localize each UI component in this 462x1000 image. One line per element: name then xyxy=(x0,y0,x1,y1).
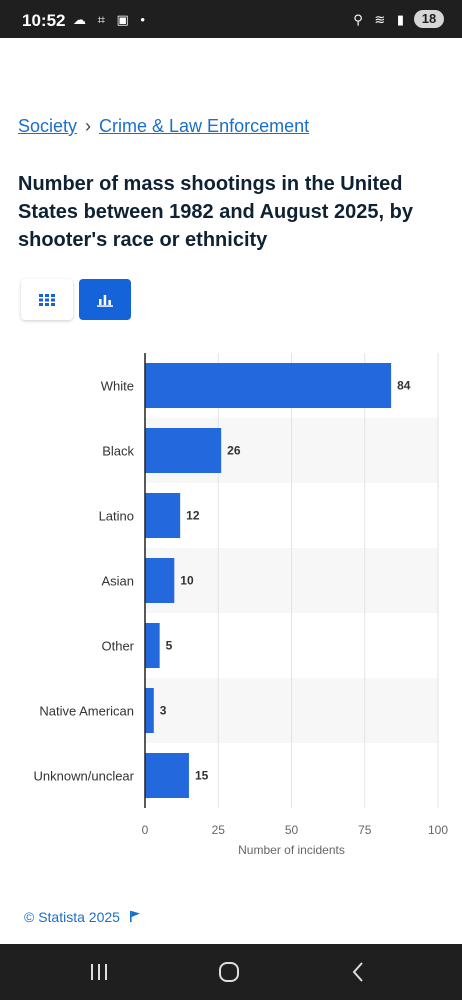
data-label: 12 xyxy=(186,509,200,523)
table-view-button[interactable] xyxy=(21,279,73,320)
status-time: 10:52 xyxy=(22,11,66,30)
x-tick-label: 75 xyxy=(358,823,372,837)
bar xyxy=(145,428,222,473)
battery-icon: 18 xyxy=(414,10,444,28)
copyright-text: © Statista 2025 xyxy=(24,909,120,925)
x-tick-label: 50 xyxy=(285,823,299,837)
data-label: 26 xyxy=(227,444,241,458)
table-grid-icon xyxy=(39,293,55,306)
category-label: Other xyxy=(101,639,134,654)
bar xyxy=(145,363,392,408)
breadcrumb-link-society[interactable]: Society xyxy=(18,116,78,136)
bar xyxy=(145,688,154,733)
data-label: 84 xyxy=(397,379,411,393)
x-tick-label: 0 xyxy=(142,823,149,837)
back-icon[interactable] xyxy=(344,958,374,986)
category-label: Native American xyxy=(39,704,134,719)
home-icon[interactable] xyxy=(214,958,244,986)
data-label: 3 xyxy=(160,704,167,718)
category-label: Latino xyxy=(99,509,134,524)
page-title: Number of mass shootings in the United S… xyxy=(18,173,413,251)
category-label: Asian xyxy=(101,574,134,589)
copyright-link[interactable]: © Statista 2025 xyxy=(24,909,140,925)
bar-chart: White 84 Black 26 Latino 12 Asian 10 Other 5 Nativ… xyxy=(34,353,448,857)
bar-chart-icon xyxy=(97,294,113,307)
category-label: White xyxy=(101,379,134,394)
chart-view-button[interactable] xyxy=(79,279,131,320)
breadcrumb-separator: › xyxy=(85,116,92,136)
x-axis-title: Number of incidents xyxy=(238,843,345,857)
data-label: 15 xyxy=(195,769,209,783)
recents-icon[interactable] xyxy=(84,958,114,986)
bar xyxy=(145,558,175,603)
signal-icons: ⚲ ≋ ▮ xyxy=(353,12,408,27)
breadcrumb-link-crime[interactable]: Crime & Law Enforcement xyxy=(99,116,310,136)
bar xyxy=(145,623,160,668)
x-tick-label: 100 xyxy=(428,823,448,837)
breadcrumb: Society › Crime & Law Enforcement xyxy=(18,116,309,137)
category-label: Unknown/unclear xyxy=(34,769,135,784)
notification-icons: ☁ ⌗ ▣ • xyxy=(73,12,149,27)
bar xyxy=(145,493,181,538)
flag-icon xyxy=(129,911,140,922)
system-nav-bar xyxy=(0,944,462,1000)
bar xyxy=(145,753,189,798)
data-label: 5 xyxy=(166,639,173,653)
x-tick-label: 25 xyxy=(212,823,226,837)
status-bar: 10:52 ☁ ⌗ ▣ • ⚲ ≋ ▮ 18 xyxy=(0,0,462,38)
category-label: Black xyxy=(102,444,134,459)
data-label: 10 xyxy=(180,574,194,588)
